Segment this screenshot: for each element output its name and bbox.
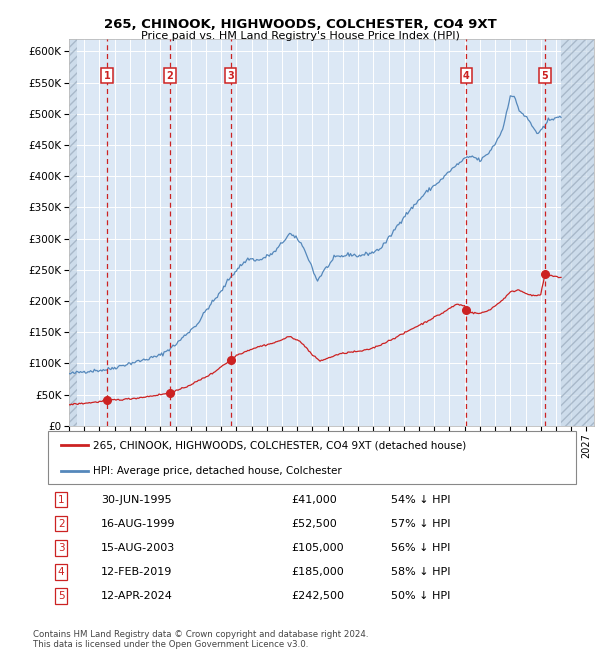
Text: 12-APR-2024: 12-APR-2024 xyxy=(101,591,173,601)
Text: £242,500: £242,500 xyxy=(291,591,344,601)
Bar xyxy=(560,39,594,426)
Bar xyxy=(69,39,77,426)
Text: 57% ↓ HPI: 57% ↓ HPI xyxy=(391,519,451,528)
Text: 12-FEB-2019: 12-FEB-2019 xyxy=(101,567,172,577)
Text: Price paid vs. HM Land Registry's House Price Index (HPI): Price paid vs. HM Land Registry's House … xyxy=(140,31,460,41)
Text: 15-AUG-2003: 15-AUG-2003 xyxy=(101,543,175,552)
Text: 50% ↓ HPI: 50% ↓ HPI xyxy=(391,591,451,601)
Text: 58% ↓ HPI: 58% ↓ HPI xyxy=(391,567,451,577)
Text: 1: 1 xyxy=(104,71,110,81)
Text: £41,000: £41,000 xyxy=(291,495,337,504)
Text: 265, CHINOOK, HIGHWOODS, COLCHESTER, CO4 9XT: 265, CHINOOK, HIGHWOODS, COLCHESTER, CO4… xyxy=(104,18,496,31)
Text: 265, CHINOOK, HIGHWOODS, COLCHESTER, CO4 9XT (detached house): 265, CHINOOK, HIGHWOODS, COLCHESTER, CO4… xyxy=(93,440,466,450)
Text: 4: 4 xyxy=(463,71,470,81)
Text: 2: 2 xyxy=(166,71,173,81)
Text: £105,000: £105,000 xyxy=(291,543,344,552)
Text: 5: 5 xyxy=(542,71,548,81)
FancyBboxPatch shape xyxy=(48,431,576,484)
Text: HPI: Average price, detached house, Colchester: HPI: Average price, detached house, Colc… xyxy=(93,466,341,476)
Text: 3: 3 xyxy=(227,71,234,81)
Text: Contains HM Land Registry data © Crown copyright and database right 2024.
This d: Contains HM Land Registry data © Crown c… xyxy=(33,630,368,649)
Text: 1: 1 xyxy=(58,495,65,504)
Text: £185,000: £185,000 xyxy=(291,567,344,577)
Text: 56% ↓ HPI: 56% ↓ HPI xyxy=(391,543,451,552)
Text: 5: 5 xyxy=(58,591,65,601)
Text: 54% ↓ HPI: 54% ↓ HPI xyxy=(391,495,451,504)
Text: 30-JUN-1995: 30-JUN-1995 xyxy=(101,495,172,504)
Text: £52,500: £52,500 xyxy=(291,519,337,528)
Text: 3: 3 xyxy=(58,543,65,552)
Text: 2: 2 xyxy=(58,519,65,528)
Text: 16-AUG-1999: 16-AUG-1999 xyxy=(101,519,175,528)
Text: 4: 4 xyxy=(58,567,65,577)
